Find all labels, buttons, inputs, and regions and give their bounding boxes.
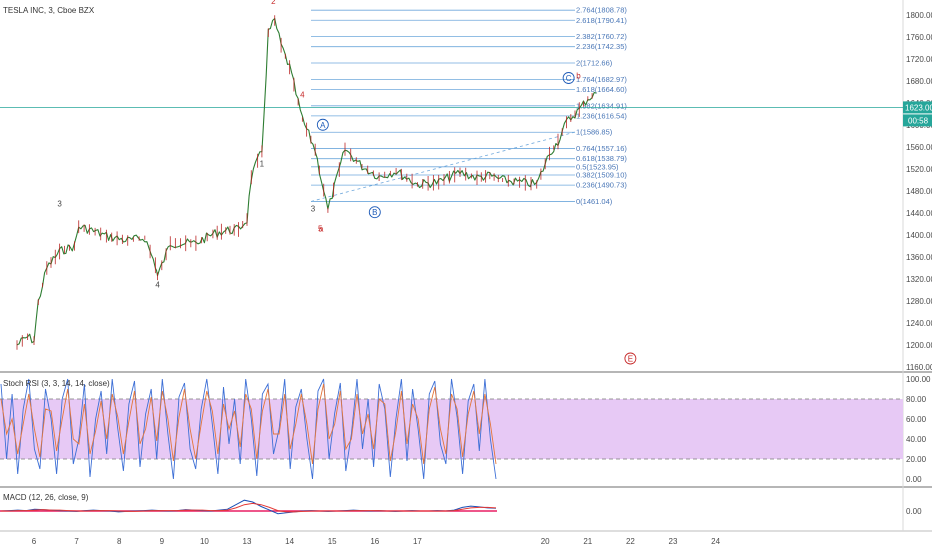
time-axis[interactable]: 6 7 8 9 10 13 14 15 16 17 20 21 22 23 24 bbox=[32, 537, 721, 546]
stoch-band-future bbox=[497, 399, 903, 459]
macd-zero-label: 0.00 bbox=[906, 507, 922, 516]
fib-level-label: 0.5(1523.95) bbox=[576, 162, 619, 171]
wave-circle bbox=[316, 118, 329, 131]
fib-level-label: 2.382(1760.72) bbox=[576, 32, 627, 41]
time-tick-label: 9 bbox=[160, 537, 165, 546]
fib-level-label: 1.236(1616.54) bbox=[576, 111, 627, 120]
stoch-title[interactable]: Stoch RSI (3, 3, 14, 14, close) bbox=[3, 379, 110, 388]
macd-title[interactable]: MACD (12, 26, close, 9) bbox=[3, 493, 89, 502]
fib-level-label: 2(1712.66) bbox=[576, 59, 613, 68]
time-tick-label: 16 bbox=[370, 537, 379, 546]
price-tick-label: 1760.00 bbox=[906, 33, 932, 42]
fib-level-label: 0.618(1538.79) bbox=[576, 154, 627, 163]
price-series bbox=[16, 15, 597, 350]
current-price-tag[interactable] bbox=[903, 101, 932, 114]
stoch-tick-label: 0.00 bbox=[906, 475, 922, 484]
time-tick-label: 10 bbox=[200, 537, 209, 546]
price-tick-label: 1480.00 bbox=[906, 187, 932, 196]
price-tick-label: 1280.00 bbox=[906, 297, 932, 306]
fib-level-label: 2.618(1790.41) bbox=[576, 16, 627, 25]
time-tick-label: 23 bbox=[669, 537, 678, 546]
time-tick-label: 15 bbox=[328, 537, 337, 546]
wave-labels: 34152435aABCbE bbox=[57, 0, 637, 365]
wave-label: 3 bbox=[311, 204, 316, 213]
fib-level-label: 1(1586.85) bbox=[576, 128, 613, 137]
time-tick-label: 14 bbox=[285, 537, 294, 546]
stoch-rsi-pane[interactable]: 0.00 20.00 40.00 60.00 80.00 100.00 bbox=[0, 375, 931, 484]
price-tick-label: 1520.00 bbox=[906, 165, 932, 174]
stoch-d-line bbox=[0, 383, 497, 465]
fib-level-label: 1.382(1634.91) bbox=[576, 101, 627, 110]
wave-label: 1 bbox=[260, 159, 265, 168]
stoch-tick-label: 20.00 bbox=[906, 455, 927, 464]
wave-label: E bbox=[628, 355, 633, 364]
macd-signal-line bbox=[1, 502, 497, 513]
price-tick-label: 1440.00 bbox=[906, 209, 932, 218]
stoch-tick-label: 100.00 bbox=[906, 375, 931, 384]
wave-label: A bbox=[320, 121, 326, 130]
fibonacci-extension[interactable]: 2.764(1808.78)2.618(1790.41) 2.382(1760.7… bbox=[0, 6, 903, 206]
wave-label: a bbox=[319, 225, 324, 234]
time-tick-label: 7 bbox=[74, 537, 79, 546]
stoch-tick-label: 40.00 bbox=[906, 435, 927, 444]
price-line bbox=[16, 17, 597, 346]
wave-label: 5 bbox=[318, 225, 323, 234]
time-tick-label: 20 bbox=[541, 537, 550, 546]
wave-label: 3 bbox=[57, 199, 62, 208]
wave-label: 5 bbox=[258, 0, 263, 1]
price-candle-wicks bbox=[16, 15, 593, 350]
time-tick-label: 13 bbox=[243, 537, 252, 546]
macd-pane[interactable]: 0.00 bbox=[0, 499, 922, 516]
price-tick-label: 1720.00 bbox=[906, 55, 932, 64]
price-tick-label: 1400.00 bbox=[906, 231, 932, 240]
price-tick-label: 1160.00 bbox=[906, 363, 932, 372]
symbol-title[interactable]: TESLA INC, 3, Cboe BZX bbox=[3, 6, 95, 15]
stoch-tick-label: 60.00 bbox=[906, 415, 927, 424]
wave-label: b bbox=[576, 71, 581, 80]
wave-label: 2 bbox=[271, 0, 276, 6]
fib-level-label: 1.618(1664.60) bbox=[576, 85, 627, 94]
stoch-tick-label: 80.00 bbox=[906, 395, 927, 404]
time-tick-label: 17 bbox=[413, 537, 422, 546]
fib-level-label: 2.764(1808.78) bbox=[576, 6, 627, 15]
time-tick-label: 22 bbox=[626, 537, 635, 546]
time-tick-label: 21 bbox=[583, 537, 592, 546]
price-tick-label: 1200.00 bbox=[906, 341, 932, 350]
fib-level-label: 0.236(1490.73) bbox=[576, 181, 627, 190]
time-tick-label: 24 bbox=[711, 537, 720, 546]
time-tick-label: 8 bbox=[117, 537, 122, 546]
price-tick-label: 1320.00 bbox=[906, 275, 932, 284]
fib-level-label: 0.764(1557.16) bbox=[576, 144, 627, 153]
fib-level-label: 0(1461.04) bbox=[576, 197, 613, 206]
wave-circle bbox=[624, 352, 637, 365]
time-tick-label: 6 bbox=[32, 537, 37, 546]
fib-level-label: 0.382(1509.10) bbox=[576, 170, 627, 179]
fib-level-label: 1.764(1682.97) bbox=[576, 75, 627, 84]
countdown-label: 00:58 bbox=[908, 116, 929, 125]
price-tick-label: 1240.00 bbox=[906, 319, 932, 328]
wave-circle bbox=[368, 206, 381, 219]
price-tick-label: 1680.00 bbox=[906, 77, 932, 86]
stoch-band bbox=[0, 399, 497, 459]
wave-label: C bbox=[566, 74, 572, 83]
countdown-tag bbox=[903, 114, 932, 127]
wave-label: 4 bbox=[155, 280, 160, 289]
wave-label: 4 bbox=[300, 91, 305, 100]
wave-label: B bbox=[372, 208, 377, 217]
wave-circle bbox=[562, 72, 575, 84]
price-tick-label: 1560.00 bbox=[906, 143, 932, 152]
current-price-label: 1623.00 bbox=[905, 103, 932, 112]
price-tick-label: 1360.00 bbox=[906, 253, 932, 262]
price-tick-label: 1800.00 bbox=[906, 11, 932, 20]
fib-level-label: 2.236(1742.35) bbox=[576, 42, 627, 51]
price-axis[interactable]: 1160.00 1200.00 1240.00 1280.00 1320.00 1360.… bbox=[903, 11, 932, 372]
stoch-k-line bbox=[0, 378, 497, 480]
